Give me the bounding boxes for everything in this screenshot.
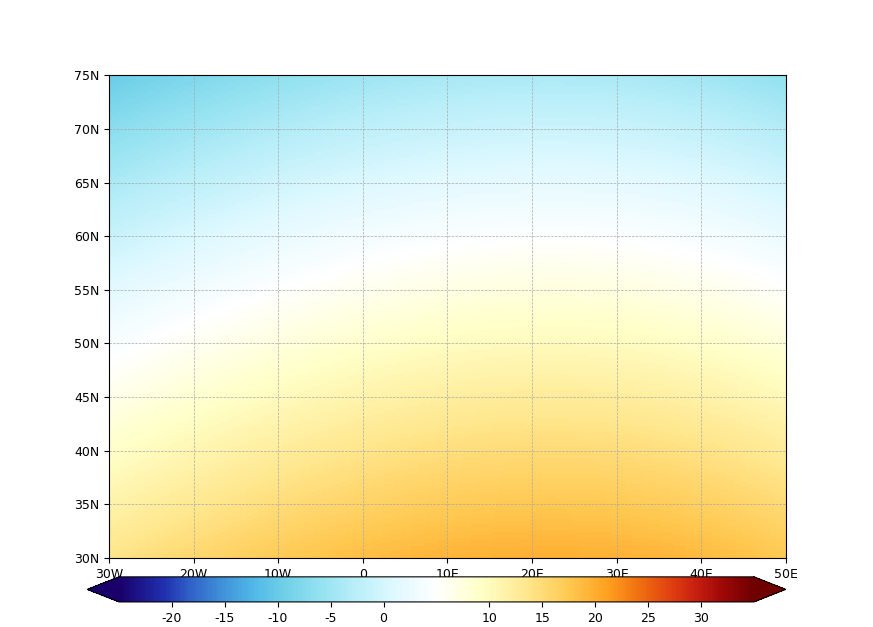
PathPatch shape (754, 577, 786, 602)
PathPatch shape (87, 577, 119, 602)
